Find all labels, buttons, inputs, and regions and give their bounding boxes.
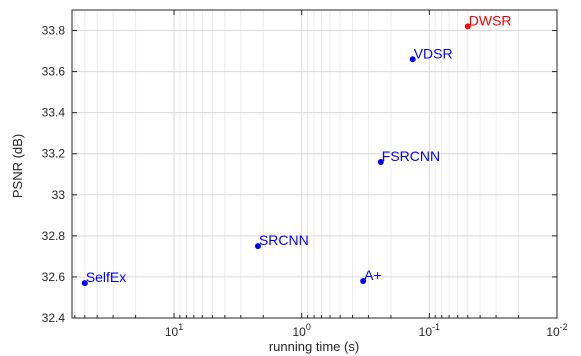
y-tick-label: 33.8: [42, 24, 66, 38]
point-label-a: A+: [364, 267, 382, 283]
point-label-dwsr: DWSR: [469, 12, 512, 28]
point-a: [360, 278, 367, 285]
y-tick-label: 33.4: [42, 106, 66, 120]
grid: [72, 10, 558, 319]
point-dwsr: [464, 23, 471, 30]
x-tick-label: 100: [293, 322, 311, 339]
point-selfex: [81, 280, 88, 287]
y-tick-label: 32.8: [42, 229, 66, 243]
y-tick-label: 33.6: [42, 65, 66, 79]
x-axis: 101 100 10-1 10-2: [74, 10, 568, 339]
point-srcnn: [254, 243, 261, 250]
point-label-vdsr: VDSR: [414, 45, 453, 61]
x-tick-label: 10-1: [419, 322, 440, 339]
y-axis: 32.4 32.6 32.8 33 33.2 33.4 33.6 33.8: [42, 24, 557, 325]
y-tick-label: 32.6: [42, 270, 66, 284]
data-points: SelfEx SRCNN A+ FSRCNN VDSR DWSR: [81, 12, 512, 287]
x-tick-label: 10-2: [546, 322, 567, 339]
point-vdsr: [409, 56, 416, 63]
y-tick-label: 33: [52, 188, 66, 202]
point-fsrcnn: [377, 158, 384, 165]
y-tick-label: 32.4: [42, 311, 66, 325]
y-tick-label: 33.2: [42, 147, 66, 161]
point-label-selfex: SelfEx: [86, 269, 126, 285]
point-label-srcnn: SRCNN: [259, 232, 309, 248]
point-label-fsrcnn: FSRCNN: [382, 148, 440, 164]
x-tick-label: 101: [165, 322, 183, 339]
y-axis-label: PSNR (dB): [10, 134, 25, 198]
x-axis-label: running time (s): [269, 339, 359, 354]
